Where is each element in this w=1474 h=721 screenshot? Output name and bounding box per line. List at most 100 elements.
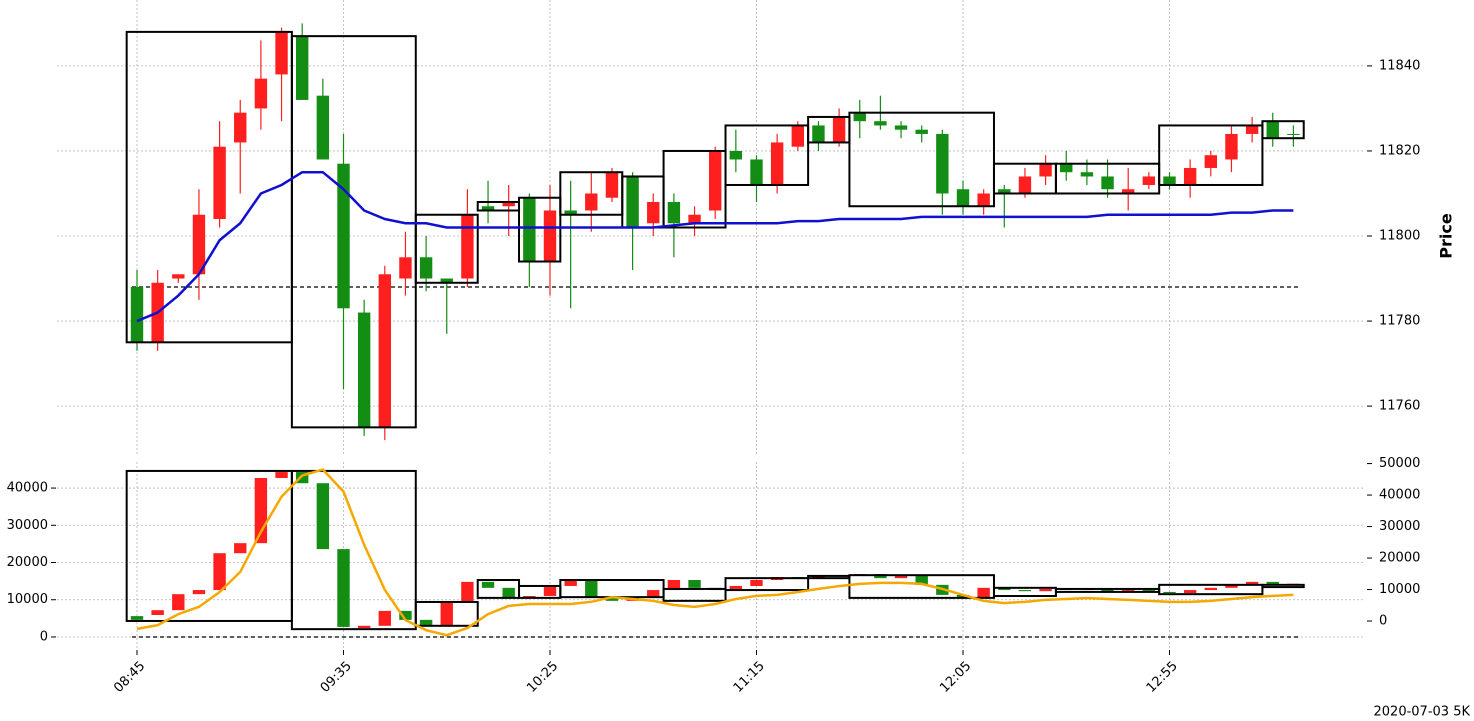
candle-body — [1142, 176, 1156, 185]
candle-body — [481, 581, 495, 588]
candle-body — [357, 312, 371, 428]
candle-body — [564, 580, 577, 586]
candle-body — [750, 159, 763, 185]
candle-body — [523, 197, 536, 262]
candle-body — [956, 189, 970, 207]
candle-body — [378, 274, 391, 428]
candle-body — [1039, 588, 1052, 592]
candle-body — [1183, 167, 1197, 185]
candle-body — [337, 163, 350, 309]
candle-body — [977, 193, 990, 207]
range-box — [848, 111, 995, 208]
candle-body — [316, 95, 330, 160]
range-box — [848, 574, 995, 599]
candle-body — [130, 287, 144, 343]
x-tick-label: 12:55 — [1144, 659, 1181, 696]
y-axis-label: Price — [1437, 213, 1456, 259]
range-box — [662, 587, 727, 602]
candle-body — [1101, 588, 1114, 592]
candle-body — [1266, 121, 1279, 139]
candle-body — [1245, 581, 1259, 585]
candle-body — [151, 610, 164, 616]
y-tick-label: 30000 — [7, 518, 48, 533]
y-tick-label: 11840 — [1379, 58, 1420, 73]
candle-body — [956, 594, 970, 598]
candle-body — [461, 214, 474, 279]
candle-body — [399, 610, 412, 620]
candle-body — [936, 133, 949, 194]
candle-body — [1183, 590, 1197, 594]
candle-body — [172, 274, 185, 279]
range-box — [1158, 583, 1264, 596]
candle-body — [461, 581, 474, 602]
x-tick-label: 10:25 — [524, 659, 561, 696]
candle-body — [1060, 163, 1073, 173]
candle-body — [626, 176, 639, 228]
candle-body — [419, 619, 433, 626]
candle-body — [894, 125, 908, 130]
candle-body — [688, 214, 701, 224]
candle-body — [213, 146, 226, 219]
candle-body — [998, 587, 1011, 591]
candle-body — [1225, 133, 1238, 160]
candle-body — [1018, 176, 1032, 194]
candle-body — [192, 590, 206, 595]
candle-body — [894, 575, 908, 579]
candle-body — [481, 206, 495, 211]
candle-body — [729, 150, 743, 160]
candle-body — [750, 580, 763, 586]
candle-body — [296, 472, 309, 484]
candle-body — [688, 580, 701, 588]
candle-body — [998, 189, 1011, 194]
range-box — [414, 213, 479, 284]
candle-body — [130, 616, 144, 620]
candle-body — [605, 597, 619, 601]
y-tick-label: 11800 — [1379, 229, 1420, 244]
candle-body — [419, 257, 433, 279]
range-box — [662, 149, 727, 229]
y2-tick-label: 0 — [1379, 614, 1387, 629]
candle-body — [543, 210, 557, 262]
candle-body — [440, 278, 453, 283]
y-tick-label: 40000 — [7, 481, 48, 496]
range-box — [1261, 583, 1305, 589]
candle-body — [647, 201, 660, 224]
candle-body — [605, 172, 619, 198]
candle-body — [440, 601, 453, 626]
range-box — [724, 124, 810, 186]
y-tick-label: 11820 — [1379, 143, 1420, 158]
indicator-line — [136, 468, 1294, 637]
y2-tick-label: 20000 — [1379, 551, 1420, 566]
candle-body — [1163, 591, 1176, 594]
candle-body — [667, 580, 681, 591]
candle-body — [1039, 163, 1052, 177]
candle-body — [543, 585, 557, 597]
candle-body — [585, 193, 598, 211]
moving-average — [136, 170, 1294, 323]
candle-body — [729, 585, 743, 591]
candle-body — [915, 129, 928, 134]
range-box — [1261, 120, 1305, 140]
candle-body — [275, 31, 288, 75]
candle-body — [1122, 590, 1135, 592]
candle-body — [1204, 155, 1217, 168]
y-tick-label: 0 — [40, 629, 48, 644]
candle-body — [812, 125, 825, 143]
range-box — [518, 196, 562, 263]
candle-body — [275, 472, 288, 479]
candle-body — [172, 594, 185, 611]
candle-body — [1287, 133, 1300, 135]
candle-body — [337, 549, 350, 627]
range-box — [290, 35, 417, 429]
candle-body — [915, 575, 928, 585]
candle-body — [378, 610, 391, 626]
candle-body — [647, 590, 660, 598]
candle-body — [1163, 176, 1176, 185]
range-box — [414, 600, 479, 627]
candle-body — [667, 201, 681, 224]
candle-body — [770, 142, 784, 185]
x-tick-label: 09:35 — [318, 659, 355, 696]
x-tick-label: 12:05 — [937, 659, 974, 696]
